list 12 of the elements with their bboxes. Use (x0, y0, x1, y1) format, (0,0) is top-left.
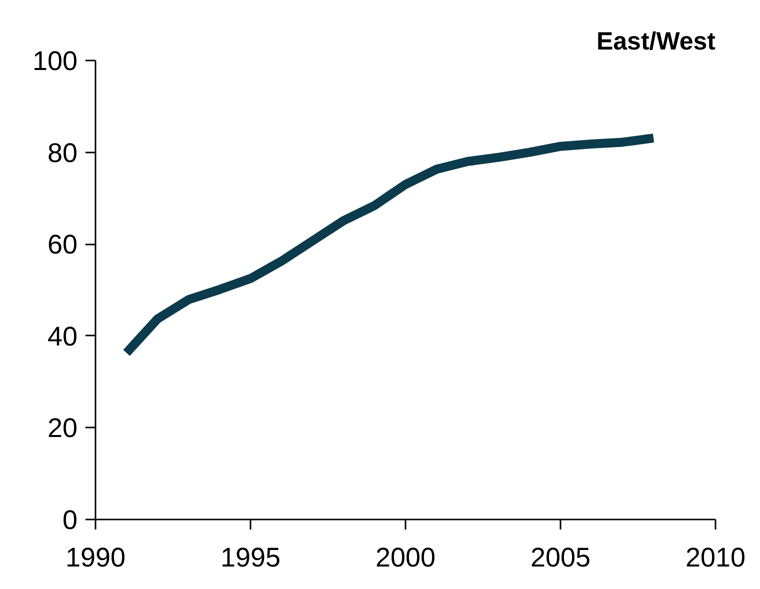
x-tick-label: 1990 (65, 542, 126, 572)
y-tick-label: 60 (47, 230, 78, 260)
y-tick-label: 100 (32, 46, 78, 76)
x-tick-label: 2010 (685, 542, 746, 572)
x-tick-label: 2000 (375, 542, 436, 572)
y-tick-label: 20 (47, 413, 78, 444)
chart-title: East/West (596, 28, 716, 56)
y-tick-label: 40 (47, 321, 78, 352)
x-tick-label: 2005 (530, 542, 591, 572)
y-tick-label: 80 (47, 138, 78, 168)
x-tick-label: 1995 (220, 542, 281, 572)
y-tick-label: 0 (62, 505, 78, 535)
